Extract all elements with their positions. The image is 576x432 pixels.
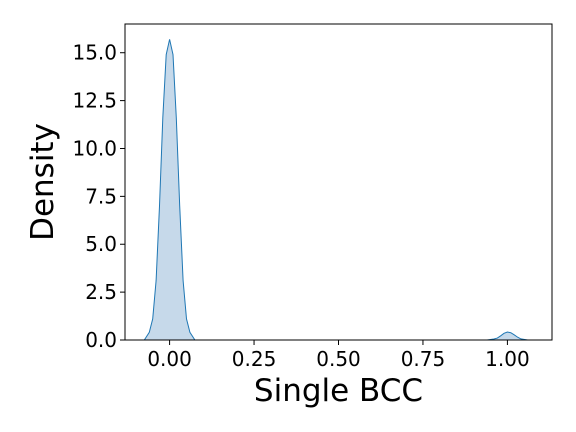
y-tick-label: 10.0 (72, 136, 117, 160)
x-axis: 0.00 0.25 0.50 0.75 1.00 (147, 340, 530, 371)
y-tick-label: 7.5 (85, 184, 117, 208)
x-tick-label: 0.50 (316, 347, 361, 371)
y-axis: 0.0 2.5 5.0 7.5 10.0 12.5 15.0 (72, 41, 125, 352)
y-tick-label: 12.5 (72, 89, 117, 113)
plot-frame (124, 23, 553, 341)
x-axis-label: Single BCC (254, 373, 423, 409)
y-axis-label: Density (25, 123, 61, 241)
y-tick-label: 15.0 (72, 41, 117, 65)
y-tick-label: 0.0 (85, 328, 117, 352)
x-tick-label: 0.25 (232, 347, 277, 371)
plot-area (143, 39, 528, 341)
density-line-0 (143, 39, 528, 341)
y-tick-label: 2.5 (85, 280, 117, 304)
x-tick-label: 0.75 (401, 347, 446, 371)
x-tick-label: 0.00 (147, 347, 192, 371)
x-tick-label: 1.00 (485, 347, 530, 371)
density-area-0 (144, 39, 528, 341)
y-tick-label: 5.0 (85, 232, 117, 256)
